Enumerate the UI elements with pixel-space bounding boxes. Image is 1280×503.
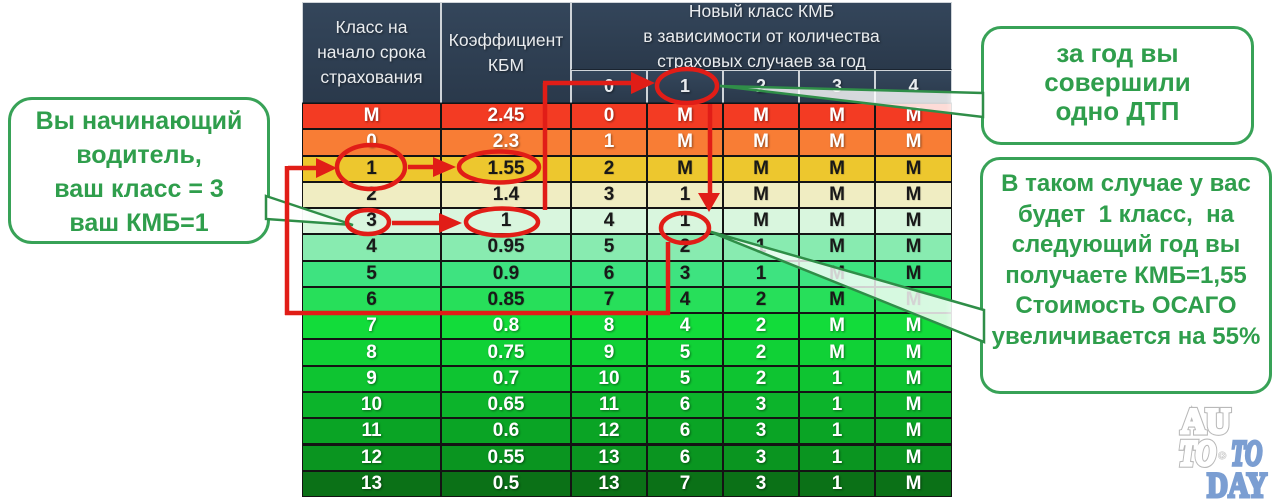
svg-text:TO: TO [1179, 433, 1216, 473]
svg-text:TO: TO [1179, 433, 1216, 473]
svg-text:AU: AU [1181, 401, 1230, 441]
svg-text:DAY: DAY [1207, 466, 1268, 503]
svg-text:AU: AU [1181, 401, 1230, 441]
svg-text:TO: TO [1231, 433, 1262, 473]
svg-text:®: ® [1218, 450, 1226, 462]
